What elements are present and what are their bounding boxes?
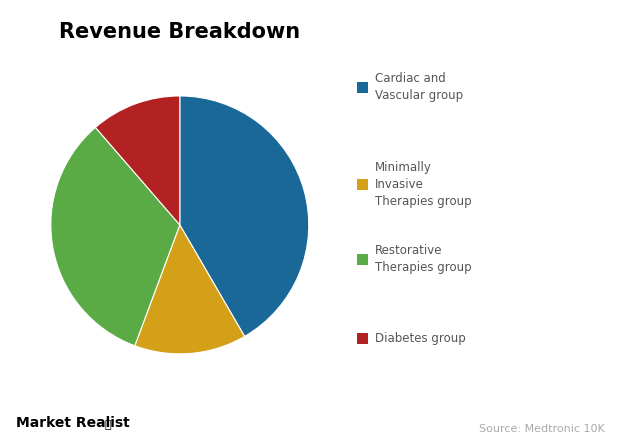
Text: Source: Medtronic 10K: Source: Medtronic 10K [479, 424, 604, 434]
Wedge shape [180, 96, 309, 336]
Wedge shape [135, 225, 245, 354]
Text: Revenue Breakdown: Revenue Breakdown [60, 22, 300, 42]
Text: Market Realist: Market Realist [16, 416, 129, 430]
Text: Minimally
Invasive
Therapies group: Minimally Invasive Therapies group [375, 161, 472, 208]
Wedge shape [51, 127, 180, 346]
Text: Restorative
Therapies group: Restorative Therapies group [375, 244, 472, 274]
Text: Cardiac and
Vascular group: Cardiac and Vascular group [375, 72, 463, 102]
Text: Diabetes group: Diabetes group [375, 332, 466, 345]
Text: ⓐ: ⓐ [104, 420, 111, 430]
Wedge shape [95, 96, 180, 225]
